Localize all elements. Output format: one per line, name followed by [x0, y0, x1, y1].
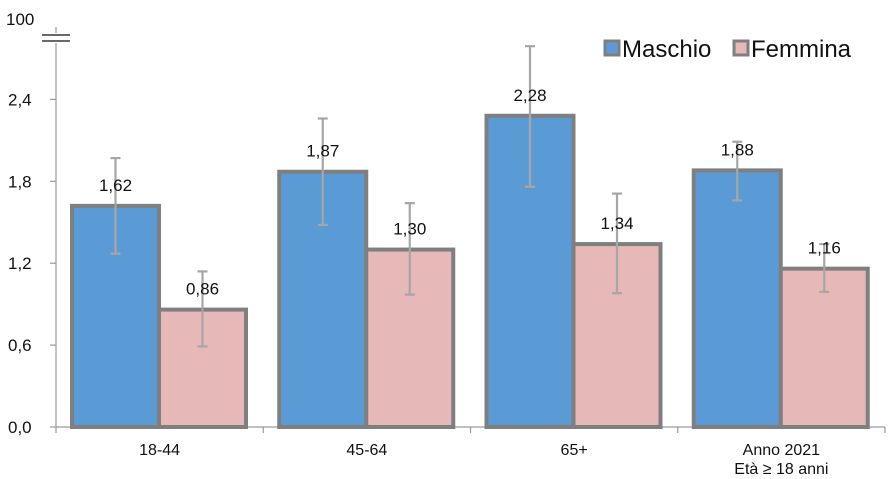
y-tick-label: 1,8 — [8, 172, 32, 191]
error-bars — [110, 45, 830, 348]
data-label: 1,88 — [721, 140, 754, 159]
legend-swatch-femmina — [732, 39, 750, 57]
axes: 100 0,0 0,6 1,2 1,8 2,4 18-44 45-64 65+ Anno 2021… — [6, 10, 886, 478]
y-tick-label-break: 100 — [6, 10, 34, 29]
data-label: 1,62 — [99, 176, 132, 195]
x-tick-label: Anno 2021 Età ≥ 18 anni — [734, 442, 828, 478]
data-label: 2,28 — [513, 86, 546, 105]
x-tick-label: 18-44 — [139, 442, 180, 459]
bars — [70, 113, 870, 429]
y-tick-label: 0,6 — [8, 336, 32, 355]
y-tick-label: 0,0 — [8, 418, 32, 437]
data-label: 0,86 — [186, 280, 219, 299]
x-tick-label: 45-64 — [346, 442, 387, 459]
legend-label-femmina: Femmina — [751, 36, 852, 63]
data-label: 1,30 — [393, 220, 426, 239]
legend-label-maschio: Maschio — [622, 36, 711, 63]
legend: Maschio Femmina — [603, 36, 852, 63]
data-label: 1,16 — [808, 239, 841, 258]
legend-swatch-maschio — [603, 39, 621, 57]
y-tick-label: 2,4 — [8, 90, 32, 109]
x-tick-label: 65+ — [561, 442, 588, 459]
data-label: 1,87 — [306, 142, 339, 161]
data-label: 1,34 — [600, 214, 633, 233]
bar-maschio-4 — [691, 168, 783, 429]
data-labels: 1,62 1,87 2,28 1,88 0,86 1,30 1,34 1,16 — [99, 86, 841, 299]
y-tick-label: 1,2 — [8, 254, 32, 273]
